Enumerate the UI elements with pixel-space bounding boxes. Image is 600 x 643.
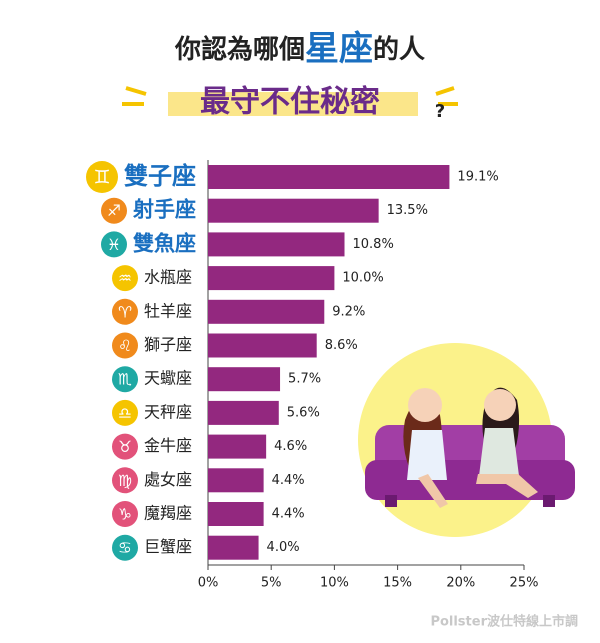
chart-subtitle: 最守不住秘密 [200,85,380,120]
zodiac-symbol: ♊ [93,166,110,189]
value-label: 4.4% [272,507,305,522]
x-tick-label: 5% [261,576,282,591]
category-label: 獅子座 [144,335,192,354]
zodiac-symbol: ♑ [118,506,132,524]
x-tick-label: 10% [320,576,349,591]
bar [208,468,264,493]
value-label: 10.8% [353,237,394,252]
title-decoration [122,86,458,116]
category-label: 巨蟹座 [144,537,192,556]
source: Pollster波仕特線上市調 [430,614,578,630]
zodiac-symbol: ♉ [118,438,132,456]
category-label: 天蠍座 [144,369,192,388]
zodiac-icon [112,332,138,359]
zodiac-icon [101,231,127,258]
x-tick-label: 25% [510,576,539,591]
bar [208,165,450,189]
zodiac-symbol: ♒ [118,270,132,288]
value-label: 9.2% [332,304,365,319]
category-label: 天秤座 [144,402,192,421]
illustration [358,343,575,537]
x-tick-label: 15% [383,576,412,591]
plot: 0% 5% 10% 15% 20% 25% 19.1% 雙子座 ♊ 13.5% 射手座 ♐ 10.8% 雙… [86,160,538,591]
chart-title: 你認為哪個星座的人 [174,29,425,69]
category-label: 魔羯座 [144,504,192,523]
bar [208,266,335,291]
zodiac-icon [86,161,118,193]
bar [208,400,279,425]
zodiac-symbol: ♈ [118,303,132,321]
zodiac-icon [112,534,138,561]
subtitle-mark: ? [435,101,445,122]
category-label: 射手座 [132,198,196,222]
value-label: 5.7% [288,372,321,387]
x-tick-label: 0% [198,576,219,591]
value-label: 4.4% [272,473,305,488]
category-label: 牡羊座 [144,301,192,320]
category-label: 水瓶座 [144,268,192,287]
bar [208,198,379,223]
value-label: 19.1% [457,170,498,185]
value-label: 4.0% [267,540,300,555]
value-label: 8.6% [325,338,358,353]
bar [208,502,264,526]
zodiac-icon [112,265,138,292]
category-label: 處女座 [144,470,192,489]
zodiac-icon [112,399,138,426]
value-label: 5.6% [287,405,320,420]
zodiac-symbol: ♋ [118,539,132,557]
value-label: 13.5% [387,203,428,218]
zodiac-icon [112,433,138,460]
bar [208,299,325,324]
zodiac-icon [101,197,127,224]
zodiac-symbol: ♏ [118,371,132,389]
value-label: 4.6% [274,439,307,454]
zodiac-icon [112,501,138,527]
x-tick-label: 20% [446,576,475,591]
bar [208,232,345,257]
zodiac-icon [112,298,138,325]
zodiac-symbol: ♌ [118,337,132,355]
bar [208,535,259,560]
category-label: 雙魚座 [133,231,196,255]
zodiac-symbol: ♓ [107,236,121,254]
zodiac-symbol: ♎ [118,404,132,422]
category-label: 金牛座 [144,436,192,455]
zodiac-icon [112,467,138,494]
zodiac-symbol: ♍ [118,472,132,490]
bar [208,333,317,358]
value-label: 10.0% [342,271,383,286]
bar [208,367,281,392]
bar [208,434,267,459]
category-label: 雙子座 [124,162,196,190]
zodiac-icon [112,366,138,393]
zodiac-symbol: ♐ [107,202,121,220]
